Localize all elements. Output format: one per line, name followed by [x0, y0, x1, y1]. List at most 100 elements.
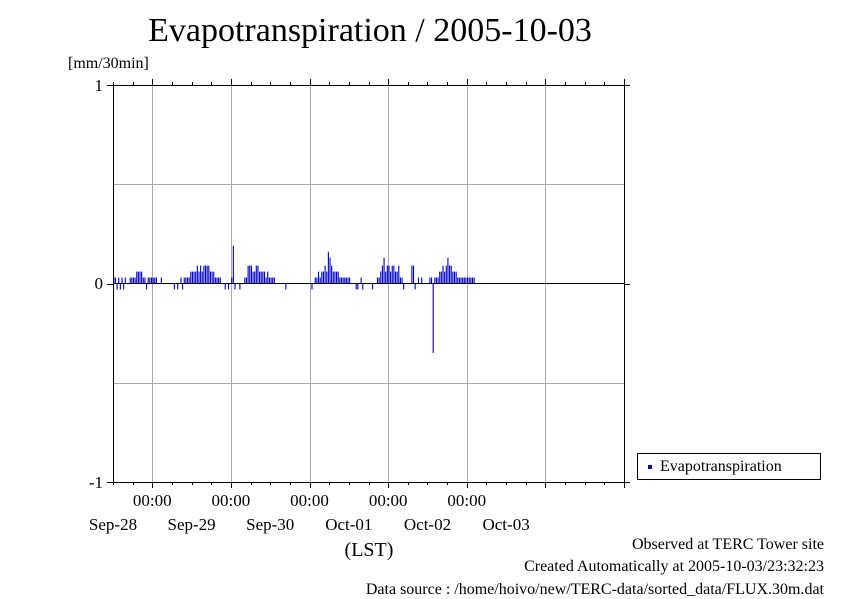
- bar: [444, 271, 446, 284]
- bar: [347, 277, 349, 284]
- bar: [265, 277, 267, 284]
- bar: [449, 265, 451, 284]
- x-time-label: 00:00: [212, 491, 251, 510]
- bar: [270, 277, 272, 284]
- bar: [326, 271, 328, 284]
- bar: [224, 283, 226, 290]
- bar: [142, 277, 144, 284]
- bar: [144, 277, 146, 284]
- bar: [329, 257, 331, 284]
- x-date-label: Oct-02: [404, 515, 451, 534]
- bar: [249, 265, 251, 284]
- bar: [173, 283, 175, 290]
- legend-swatch: [648, 465, 652, 469]
- bar: [273, 277, 275, 284]
- bar: [362, 283, 364, 290]
- bar: [180, 277, 182, 284]
- bar: [471, 277, 474, 284]
- bar: [134, 277, 136, 284]
- bar: [386, 265, 388, 284]
- bar: [191, 271, 193, 284]
- bar: [455, 271, 457, 284]
- bar: [440, 271, 442, 284]
- bar: [401, 277, 403, 284]
- bar: [131, 277, 133, 284]
- footer-source: Data source : /home/hoivo/new/TERC-data/…: [365, 581, 824, 598]
- bar: [206, 265, 208, 284]
- bar: [211, 271, 213, 284]
- bar: [213, 271, 215, 284]
- bar: [452, 271, 454, 284]
- bar: [336, 271, 338, 284]
- bar: [414, 283, 416, 290]
- bar: [232, 245, 234, 284]
- bar: [146, 283, 148, 290]
- bar: [116, 283, 118, 290]
- bar: [188, 277, 190, 284]
- bar: [340, 277, 343, 284]
- x-date-label: Oct-03: [482, 515, 529, 534]
- bar: [417, 277, 420, 284]
- bar: [391, 265, 393, 284]
- bar: [445, 265, 447, 284]
- bar: [317, 271, 320, 284]
- chart-title: Evapotranspiration / 2005-10-03: [148, 12, 592, 49]
- bar: [186, 277, 189, 284]
- bar: [198, 271, 200, 284]
- bar: [437, 277, 439, 284]
- bar: [316, 277, 318, 284]
- bar: [332, 271, 334, 284]
- bar: [200, 265, 202, 284]
- bar: [124, 277, 126, 284]
- bar: [421, 277, 423, 284]
- bar: [203, 265, 205, 284]
- bar: [439, 271, 441, 284]
- bar: [463, 277, 465, 284]
- bar: [334, 271, 336, 284]
- x-axis-label: (LST): [345, 539, 394, 561]
- x-date-label: Sep-29: [168, 515, 216, 534]
- bar: [155, 277, 157, 284]
- axis-ticks: [107, 79, 630, 488]
- bar: [458, 277, 460, 284]
- bar: [467, 277, 469, 284]
- bar: [393, 265, 395, 284]
- bars: [113, 245, 475, 353]
- bar: [260, 271, 262, 284]
- bar: [399, 277, 401, 284]
- bar: [460, 277, 462, 284]
- bar: [245, 277, 248, 284]
- bar: [263, 271, 266, 284]
- bar: [383, 257, 385, 284]
- bar: [344, 277, 346, 284]
- bar: [272, 277, 274, 284]
- bar: [219, 277, 221, 284]
- bar: [429, 277, 431, 284]
- x-time-label: 00:00: [133, 491, 172, 510]
- footer-site: Observed at TERC Tower site: [631, 536, 824, 553]
- bar: [119, 283, 121, 290]
- x-date-label: Sep-30: [246, 515, 294, 534]
- bar: [337, 271, 339, 284]
- bar: [204, 265, 207, 284]
- bar: [234, 283, 236, 290]
- bar: [380, 271, 382, 284]
- bar: [129, 277, 131, 284]
- x-time-label: 00:00: [369, 491, 408, 510]
- bar: [177, 283, 179, 290]
- bar: [462, 277, 464, 284]
- bar: [195, 271, 197, 284]
- bar: [360, 277, 362, 284]
- bar: [239, 283, 241, 290]
- bar: [381, 265, 383, 284]
- bar: [447, 257, 449, 284]
- bar: [390, 271, 392, 284]
- bar: [255, 265, 257, 284]
- bar: [450, 265, 452, 284]
- bar: [378, 277, 380, 284]
- bar: [121, 277, 123, 284]
- bar: [262, 271, 264, 284]
- bar: [244, 277, 246, 284]
- bar: [311, 283, 313, 290]
